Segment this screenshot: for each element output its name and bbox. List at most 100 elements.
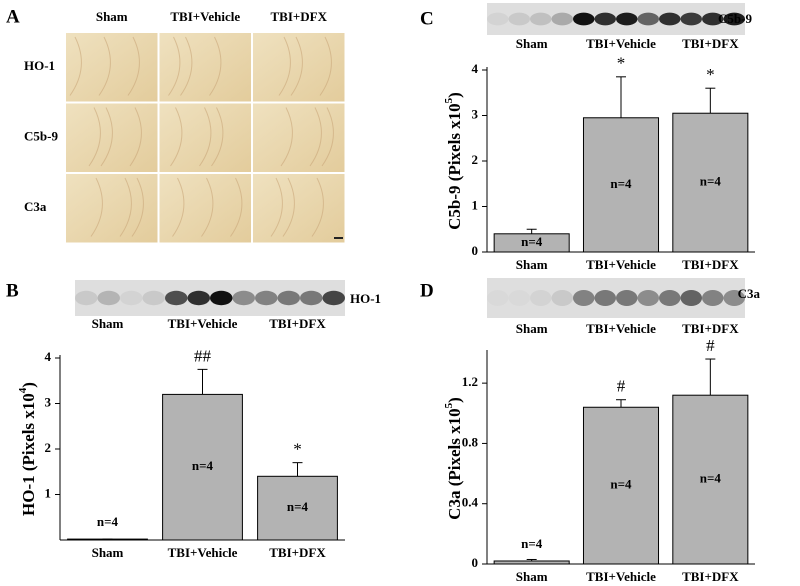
tissue-fiber — [172, 177, 185, 237]
column-label: TBI+DFX — [270, 9, 327, 24]
row-label: HO-1 — [24, 58, 55, 73]
tissue-fiber — [170, 107, 183, 167]
blot-lane-label: Sham — [92, 316, 124, 331]
blot-lane-label: TBI+DFX — [682, 36, 739, 51]
blot-band — [594, 12, 616, 26]
row-label: C3a — [24, 199, 47, 214]
blot-lane-label: TBI+Vehicle — [168, 316, 238, 331]
x-tick-label: TBI+Vehicle — [168, 545, 238, 560]
y-axis-label-text: HO-1 (Pixels x10 — [19, 393, 38, 516]
y-tick-label: 1 — [45, 485, 52, 500]
blot-band — [702, 290, 724, 306]
bar-label: n=4 — [192, 458, 214, 473]
blot-label: HO-1 — [350, 291, 381, 306]
tissue-fiber — [127, 36, 140, 96]
tissue-fiber — [98, 36, 111, 96]
bar-label: n=4 — [610, 477, 632, 492]
y-axis-label: C3a (Pixels x105) — [443, 397, 464, 520]
tissue-fiber — [119, 177, 132, 237]
row-label: C5b-9 — [24, 129, 58, 144]
y-axis-label: C5b-9 (Pixels x105) — [443, 92, 464, 230]
y-axis-label-end: ) — [445, 397, 464, 403]
tissue-fiber — [270, 177, 283, 237]
blot-band — [680, 12, 702, 26]
blot-lane-label: TBI+Vehicle — [586, 36, 656, 51]
blot-band — [75, 290, 98, 306]
blot-lane-label: Sham — [516, 321, 548, 336]
bar-label: n=4 — [700, 174, 722, 189]
significance: ## — [194, 346, 212, 365]
blot-band — [702, 12, 724, 26]
micrograph — [66, 174, 158, 243]
blot-band — [530, 290, 552, 306]
bar-label: n=4 — [610, 176, 632, 191]
blot-band — [594, 290, 616, 306]
tissue-fiber — [199, 107, 212, 167]
blot-band — [232, 290, 255, 306]
blot-band — [573, 290, 595, 306]
x-tick-label: TBI+DFX — [682, 257, 739, 272]
panel-label: C — [420, 8, 434, 29]
significance: * — [293, 440, 302, 459]
x-tick-label: TBI+DFX — [269, 545, 326, 560]
blot-band — [255, 290, 278, 306]
blot-band — [723, 12, 745, 26]
blot-lane-label: TBI+DFX — [682, 321, 739, 336]
x-tick-label: TBI+Vehicle — [586, 257, 656, 272]
blot-band — [508, 12, 530, 26]
tissue-fiber — [129, 107, 142, 167]
significance: # — [617, 377, 626, 396]
tissue-fiber — [211, 107, 224, 167]
bar-label: n=4 — [97, 514, 119, 529]
blot-band — [637, 12, 659, 26]
blot-band — [322, 290, 345, 306]
blot-lane-label: TBI+DFX — [269, 316, 326, 331]
tissue-fiber — [309, 107, 322, 167]
tissue-fiber — [90, 177, 103, 237]
blot-band — [659, 290, 681, 306]
tissue-fiber — [209, 36, 222, 96]
blot-band — [530, 12, 552, 26]
tissue-fiber — [311, 177, 324, 237]
tissue-fiber — [168, 36, 181, 96]
bar-label: n=4 — [287, 499, 309, 514]
blot-band — [659, 12, 681, 26]
y-tick-label: 3 — [45, 394, 52, 409]
significance: * — [706, 65, 715, 84]
panel-label: B — [6, 280, 19, 301]
tissue-fiber — [69, 36, 82, 96]
bar-label: n=4 — [521, 536, 543, 551]
blot-band — [616, 12, 638, 26]
micrograph — [159, 103, 251, 172]
y-axis-label-text: C5b-9 (Pixels x10 — [445, 103, 464, 230]
y-axis-label-text: C3a (Pixels x10 — [445, 408, 464, 519]
x-tick-label: Sham — [516, 257, 548, 272]
x-tick-label: Sham — [92, 545, 124, 560]
blot-label: C3a — [738, 286, 761, 301]
bar — [493, 560, 570, 565]
blot-band — [120, 290, 143, 306]
bar-label: n=4 — [700, 471, 722, 486]
y-tick-label: 0.4 — [462, 495, 479, 510]
blot-band — [680, 290, 702, 306]
y-axis-label-exponent: 5 — [443, 402, 455, 408]
tissue-fiber — [280, 107, 293, 167]
blot-band — [616, 290, 638, 306]
blot-band — [573, 12, 595, 26]
y-tick-label: 4 — [472, 61, 479, 76]
tissue-fiber — [290, 36, 303, 96]
y-tick-label: 1.2 — [462, 374, 478, 389]
blot-band — [487, 12, 509, 26]
y-tick-label: 4 — [45, 349, 52, 364]
micrograph — [159, 33, 251, 102]
blot-band — [300, 290, 323, 306]
y-tick-label: 3 — [472, 106, 479, 121]
blot-band — [637, 290, 659, 306]
blot-band — [487, 290, 509, 306]
micrograph — [253, 174, 345, 243]
tissue-fiber — [180, 36, 193, 96]
y-tick-label: 0 — [472, 243, 479, 258]
column-label: TBI+Vehicle — [170, 9, 240, 24]
blot-band — [551, 290, 573, 306]
